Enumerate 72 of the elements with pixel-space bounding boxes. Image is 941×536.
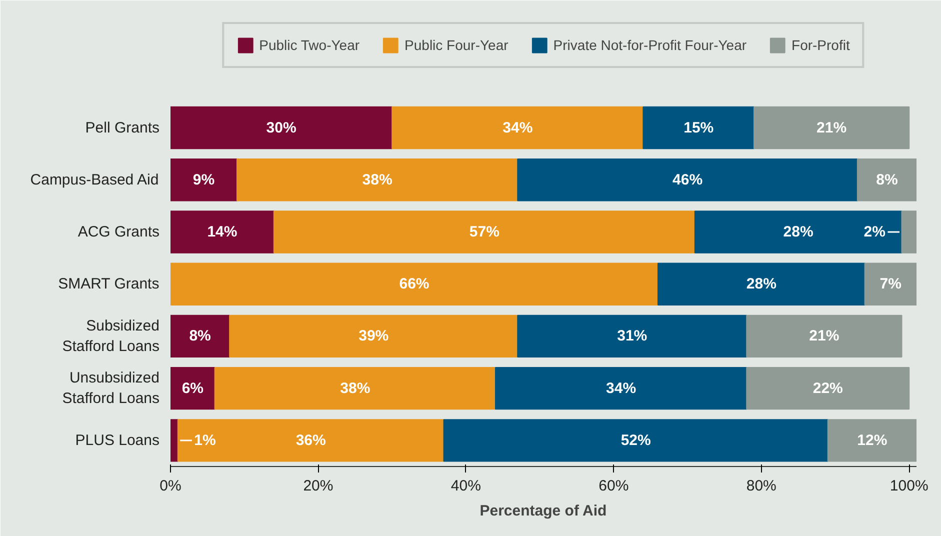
bar bbox=[746, 314, 902, 358]
bar bbox=[170, 158, 238, 202]
bar bbox=[170, 366, 216, 410]
data-label: 52% bbox=[620, 432, 651, 449]
data-label: 22% bbox=[812, 380, 843, 397]
data-label: 9% bbox=[192, 171, 215, 188]
data-label: 14% bbox=[207, 223, 238, 240]
bar bbox=[901, 210, 916, 254]
data-label: 46% bbox=[672, 171, 703, 188]
data-label: 15% bbox=[684, 119, 714, 136]
bar bbox=[746, 366, 910, 410]
bar bbox=[864, 262, 916, 306]
bar bbox=[517, 158, 858, 202]
x-tick-label: 60% bbox=[598, 478, 629, 494]
data-label: 1% bbox=[194, 432, 216, 449]
data-label: 30% bbox=[266, 119, 296, 136]
data-label: 34% bbox=[502, 119, 533, 136]
data-label: 21% bbox=[816, 119, 847, 136]
bar bbox=[236, 158, 518, 202]
bar bbox=[827, 419, 916, 462]
data-label: 31% bbox=[617, 328, 648, 345]
bar bbox=[170, 210, 274, 254]
data-label: 2% bbox=[864, 223, 886, 240]
y-tick-label: PLUS Loans bbox=[75, 432, 160, 449]
bar bbox=[443, 419, 828, 462]
data-label: 39% bbox=[358, 328, 389, 345]
data-label: 38% bbox=[340, 380, 370, 397]
bar bbox=[694, 210, 902, 254]
data-label: 38% bbox=[362, 171, 392, 188]
bar bbox=[642, 106, 755, 150]
bar bbox=[229, 314, 518, 358]
y-tick-label: SMART Grants bbox=[58, 276, 160, 293]
bar bbox=[494, 366, 748, 410]
bar bbox=[170, 419, 178, 462]
x-tick-label: 100% bbox=[890, 478, 928, 494]
data-label: 34% bbox=[606, 380, 636, 397]
bar bbox=[517, 314, 748, 358]
x-tick-label: 0% bbox=[160, 478, 182, 494]
bar bbox=[657, 262, 866, 306]
bar bbox=[392, 106, 644, 150]
legend-label: For-Profit bbox=[792, 37, 850, 53]
legend-label: Private Not-for-Profit Four-Year bbox=[553, 37, 747, 53]
y-tick-label: Campus-Based Aid bbox=[30, 171, 159, 188]
x-tick-label: 20% bbox=[303, 478, 334, 494]
bar bbox=[170, 314, 230, 358]
data-label: 8% bbox=[189, 328, 211, 345]
legend-label: Public Four-Year bbox=[404, 37, 508, 53]
data-label: 66% bbox=[399, 276, 430, 293]
data-label: 6% bbox=[182, 380, 204, 397]
bar bbox=[754, 106, 910, 150]
data-label: 21% bbox=[809, 328, 840, 345]
bar bbox=[170, 106, 393, 150]
x-axis-title: Percentage of Aid bbox=[480, 502, 607, 520]
legend-label: Public Two-Year bbox=[259, 37, 360, 53]
data-label: 36% bbox=[296, 432, 326, 449]
y-tick-label: Pell Grants bbox=[85, 119, 160, 136]
data-label: 8% bbox=[876, 171, 898, 188]
x-tick-label: 40% bbox=[450, 478, 481, 494]
bar bbox=[177, 419, 444, 462]
y-tick-label: Unsubsidized Stafford Loans bbox=[62, 370, 160, 408]
data-label: 28% bbox=[783, 223, 814, 240]
data-label: 7% bbox=[880, 276, 902, 293]
data-label: 57% bbox=[469, 223, 500, 240]
bar bbox=[170, 262, 658, 306]
x-tick-label: 80% bbox=[746, 478, 776, 494]
bar bbox=[214, 366, 496, 410]
bar bbox=[856, 158, 916, 202]
bar bbox=[273, 210, 696, 254]
data-label: 28% bbox=[746, 276, 776, 293]
data-label: 12% bbox=[857, 432, 888, 449]
y-tick-label: Subsidized Stafford Loans bbox=[62, 318, 160, 355]
y-tick-label: ACG Grants bbox=[78, 223, 160, 240]
